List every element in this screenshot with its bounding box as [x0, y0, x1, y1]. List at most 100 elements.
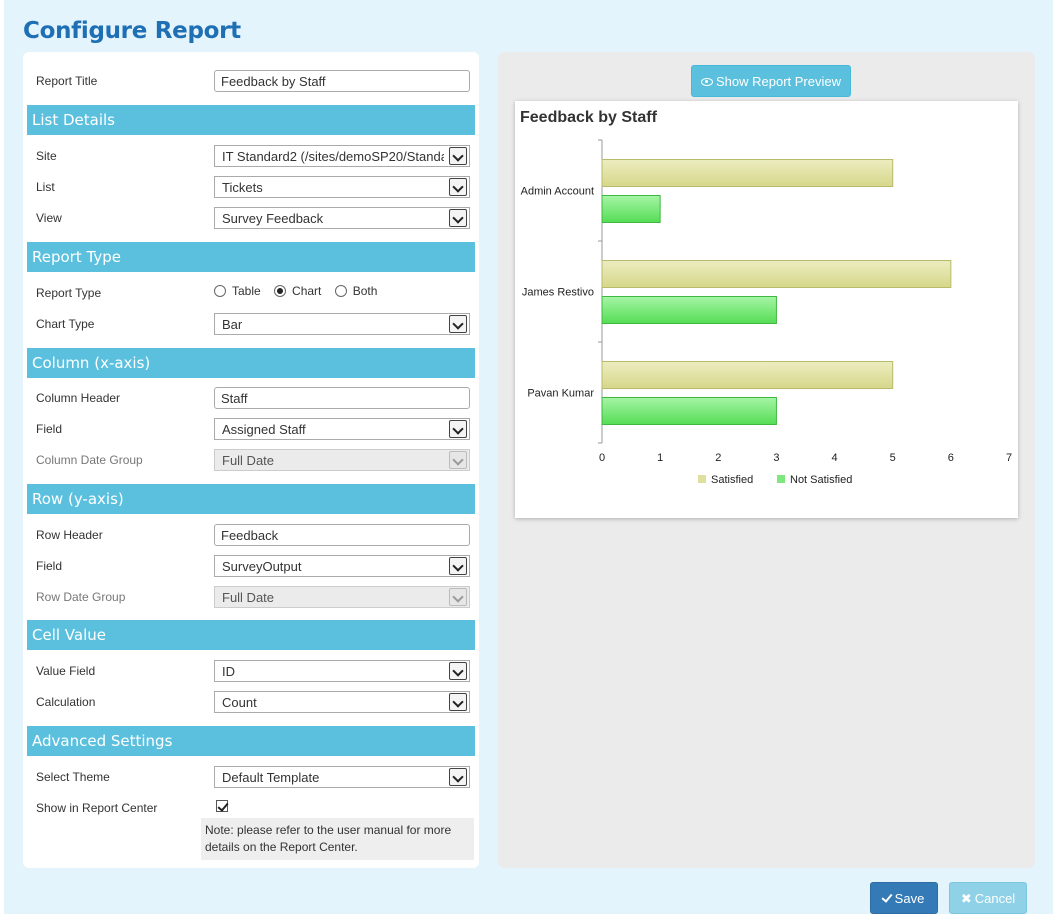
site-value: IT Standard2 (/sites/demoSP20/Standard2) — [222, 149, 444, 164]
show-report-preview-button[interactable]: Show Report Preview — [691, 65, 851, 97]
site-select[interactable]: IT Standard2 (/sites/demoSP20/Standard2) — [214, 145, 470, 167]
x-tick-label: 3 — [773, 452, 779, 464]
row-header-label: Row Header — [36, 528, 103, 542]
config-form: Report Title Feedback by Staff List Deta… — [23, 52, 479, 868]
calculation-label: Calculation — [36, 695, 96, 709]
chevron-down-icon — [449, 147, 467, 165]
value-field-row: Value Field ID — [36, 660, 476, 684]
column-header-input[interactable]: Staff — [214, 387, 470, 409]
chevron-down-icon — [449, 588, 467, 606]
list-label: List — [36, 180, 55, 194]
x-tick-label: 7 — [1006, 452, 1012, 464]
theme-select[interactable]: Default Template — [214, 766, 470, 788]
bar-not-satisfied — [601, 397, 777, 425]
save-label: Save — [894, 891, 925, 906]
section-cell-value: Cell Value — [27, 620, 475, 650]
show-in-center-row: Show in Report Center — [36, 797, 476, 821]
site-label: Site — [36, 149, 57, 163]
calculation-row: Calculation Count — [36, 691, 476, 715]
chart-type-label: Chart Type — [36, 317, 95, 331]
category-label: Admin Account — [521, 186, 594, 198]
category-label: Pavan Kumar — [527, 388, 594, 400]
row-header-input[interactable]: Feedback — [214, 524, 470, 546]
bar-not-satisfied — [601, 296, 777, 324]
column-date-group-row: Column Date Group Full Date — [36, 449, 476, 473]
radio-chart[interactable]: Chart — [274, 284, 321, 298]
x-tick-label: 0 — [599, 452, 605, 464]
report-title-input[interactable]: Feedback by Staff — [214, 70, 470, 92]
row-field-row: Field SurveyOutput — [36, 555, 476, 579]
x-tick-label: 6 — [948, 452, 954, 464]
theme-row: Select Theme Default Template — [36, 766, 476, 790]
view-select[interactable]: Survey Feedback — [214, 207, 470, 229]
section-list-details: List Details — [27, 105, 475, 135]
row-field-select[interactable]: SurveyOutput — [214, 555, 470, 577]
chevron-down-icon — [449, 451, 467, 469]
show-in-center-label: Show in Report Center — [36, 801, 158, 815]
radio-table[interactable]: Table — [214, 284, 261, 298]
chart-type-value: Bar — [222, 317, 243, 332]
chevron-down-icon — [449, 662, 467, 680]
chevron-down-icon — [449, 315, 467, 333]
radio-circle-icon — [214, 285, 226, 297]
radio-circle-icon — [334, 285, 347, 297]
row-field-label: Field — [36, 559, 63, 573]
column-header-label: Column Header — [36, 391, 121, 405]
theme-value: Default Template — [222, 770, 320, 785]
value-field-value: ID — [222, 664, 235, 679]
report-title-label: Report Title — [36, 74, 98, 88]
cancel-button[interactable]: ✖ Cancel — [949, 882, 1027, 914]
radio-both-label: Both — [352, 284, 378, 298]
bar-satisfied — [601, 361, 894, 389]
bar-satisfied — [601, 260, 952, 288]
section-report-type: Report Type — [27, 242, 475, 272]
value-field-label: Value Field — [36, 664, 96, 678]
chevron-down-icon — [449, 209, 467, 227]
report-type-radios: Table Chart Both — [214, 284, 387, 298]
cancel-label: Cancel — [974, 891, 1016, 906]
bar-chart: Admin Account James Restivo Pavan Kumar 0 1 2… — [521, 139, 1012, 486]
chevron-down-icon — [449, 420, 467, 438]
bar-not-satisfied — [601, 195, 661, 223]
bar-satisfied — [601, 159, 894, 187]
radio-selected-icon — [274, 285, 287, 297]
chevron-down-icon — [449, 557, 467, 575]
category-label: James Restivo — [522, 287, 594, 299]
row-date-group-row: Row Date Group Full Date — [36, 586, 476, 610]
row-date-group-value: Full Date — [222, 590, 275, 605]
chart-container: Feedback by Staff Admin Account James Res… — [515, 101, 1018, 518]
chart-type-select[interactable]: Bar — [214, 313, 470, 335]
list-row: List Tickets — [36, 176, 476, 200]
list-value: Tickets — [222, 180, 263, 195]
legend-swatch — [698, 475, 706, 483]
chevron-down-icon — [449, 768, 467, 786]
column-field-value: Assigned Staff — [222, 422, 306, 437]
x-tick-label: 5 — [890, 452, 896, 464]
column-date-group-select: Full Date — [214, 449, 470, 471]
page-title: Configure Report — [23, 18, 241, 44]
row-date-group-label: Row Date Group — [36, 590, 126, 604]
view-value: Survey Feedback — [222, 211, 324, 226]
view-row: View Survey Feedback — [36, 207, 476, 231]
save-button[interactable]: Save — [870, 882, 938, 914]
value-field-select[interactable]: ID — [214, 660, 470, 682]
show-report-preview-label: Show Report Preview — [716, 74, 841, 89]
column-header-row: Column Header Staff — [36, 387, 476, 411]
column-date-group-value: Full Date — [222, 453, 275, 468]
x-tick-label: 1 — [657, 452, 663, 464]
calculation-select[interactable]: Count — [214, 691, 470, 713]
show-in-center-checkbox[interactable] — [216, 800, 228, 812]
column-field-select[interactable]: Assigned Staff — [214, 418, 470, 440]
column-field-row: Field Assigned Staff — [36, 418, 476, 442]
chart-type-row: Chart Type Bar — [36, 313, 476, 337]
chart-title: Feedback by Staff — [520, 109, 657, 126]
site-row: Site IT Standard2 (/sites/demoSP20/Stand… — [36, 145, 476, 169]
radio-table-label: Table — [232, 284, 261, 298]
chevron-down-icon — [449, 178, 467, 196]
column-date-group-label: Column Date Group — [36, 453, 143, 467]
legend-swatch — [777, 475, 785, 483]
check-icon — [881, 891, 893, 903]
list-select[interactable]: Tickets — [214, 176, 470, 198]
radio-both[interactable]: Both — [334, 284, 378, 298]
section-row: Row (y-axis) — [27, 484, 475, 514]
